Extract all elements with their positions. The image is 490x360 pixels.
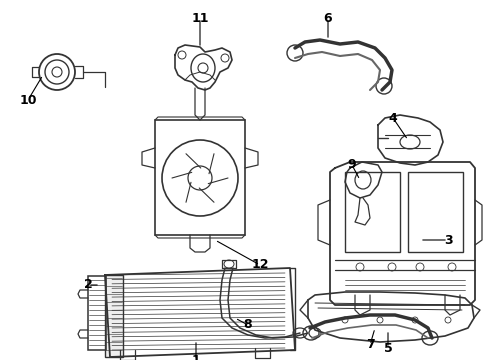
Bar bbox=[408, 172, 463, 252]
Text: 11: 11 bbox=[191, 12, 209, 24]
Text: 9: 9 bbox=[348, 158, 356, 171]
Text: 6: 6 bbox=[324, 12, 332, 24]
Text: 1: 1 bbox=[192, 354, 200, 360]
Text: 3: 3 bbox=[443, 234, 452, 247]
Bar bbox=[155, 120, 245, 235]
Text: 8: 8 bbox=[244, 319, 252, 332]
Bar bbox=[88, 276, 106, 350]
Bar bbox=[345, 172, 400, 252]
Text: 12: 12 bbox=[251, 258, 269, 271]
Text: 2: 2 bbox=[84, 279, 93, 292]
Text: 5: 5 bbox=[384, 342, 392, 355]
Text: 7: 7 bbox=[366, 338, 374, 351]
Bar bbox=[105, 275, 123, 357]
Text: 10: 10 bbox=[19, 94, 37, 107]
Text: 4: 4 bbox=[389, 112, 397, 125]
